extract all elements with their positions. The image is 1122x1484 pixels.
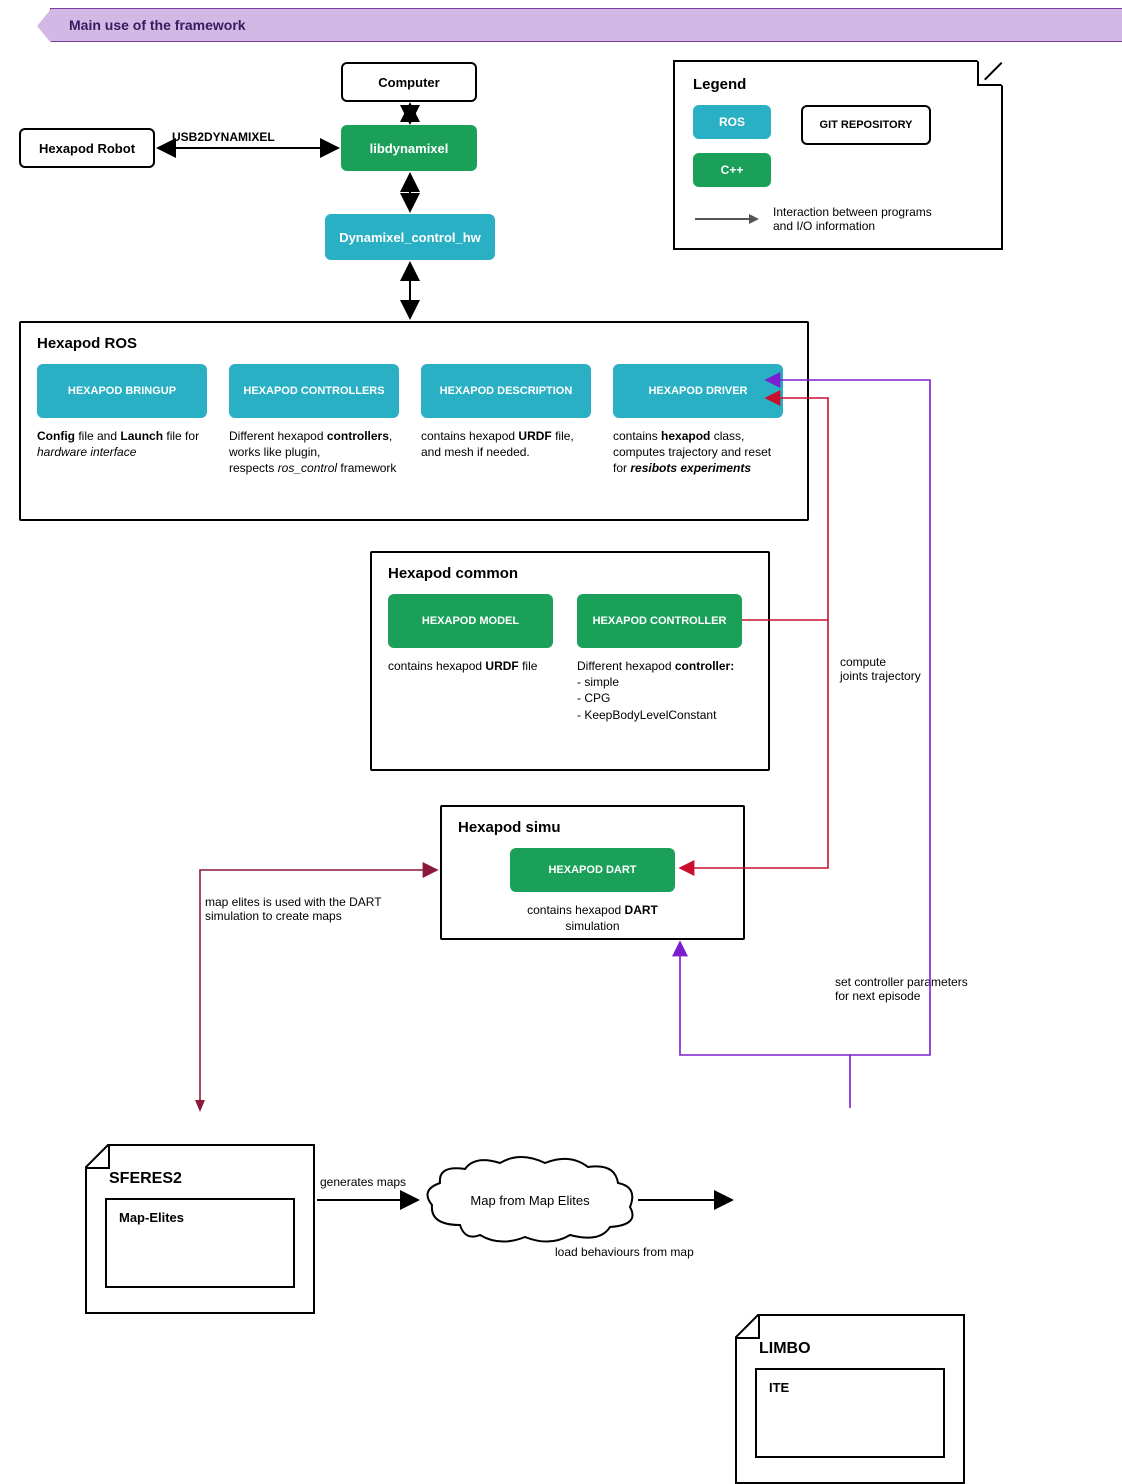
- container-hexapod-simu: Hexapod simu HEXAPOD DART contains hexap…: [440, 805, 745, 940]
- common-controller: HEXAPOD CONTROLLER Different hexapod con…: [577, 594, 742, 723]
- ros-item-driver: HEXAPOD DRIVER contains hexapod class, c…: [613, 364, 783, 477]
- hexapod-robot-label: Hexapod Robot: [39, 141, 135, 156]
- node-dynamixel-control-hw: Dynamixel_control_hw: [325, 214, 495, 260]
- dyn-control-hw-label: Dynamixel_control_hw: [339, 230, 481, 245]
- libdynamixel-label: libdynamixel: [370, 141, 449, 156]
- legend-container: Legend ROS C++ GIT REPOSITORY Interactio…: [673, 60, 1003, 250]
- limbo-title: LIMBO: [759, 1340, 945, 1358]
- legend-cpp: C++: [693, 153, 771, 187]
- repo-sferes2: SFERES2 Map-Elites: [85, 1144, 315, 1314]
- legend-title: Legend: [693, 76, 983, 93]
- label-map-elites-dart: map elites is used with the DART simulat…: [205, 895, 405, 923]
- container-hexapod-ros: Hexapod ROS HEXAPOD BRINGUP Config file …: [19, 321, 809, 521]
- cloud-text: Map from Map Elites: [420, 1193, 640, 1208]
- banner-main-use: Main use of the framework: [50, 8, 1122, 42]
- ros-item-controllers: HEXAPOD CONTROLLERS Different hexapod co…: [229, 364, 399, 477]
- hexapod-ros-title: Hexapod ROS: [37, 335, 791, 352]
- legend-arrow-icon: [693, 211, 763, 227]
- sferes-inner: Map-Elites: [105, 1198, 295, 1288]
- hexapod-common-title: Hexapod common: [388, 565, 752, 582]
- label-compute-joints: computejoints trajectory: [840, 655, 960, 683]
- sferes-title: SFERES2: [109, 1170, 295, 1188]
- label-load-behaviours: load behaviours from map: [555, 1245, 694, 1259]
- banner-text: Main use of the framework: [69, 17, 246, 33]
- label-set-controller: set controller parametersfor next episod…: [835, 975, 1005, 1003]
- simu-dart: HEXAPOD DART contains hexapod DART simul…: [510, 848, 675, 934]
- ros-item-description: HEXAPOD DESCRIPTION contains hexapod URD…: [421, 364, 591, 477]
- ros-item-bringup: HEXAPOD BRINGUP Config file and Launch f…: [37, 364, 207, 477]
- limbo-inner: ITE: [755, 1368, 945, 1458]
- repo-limbo: LIMBO ITE: [735, 1314, 965, 1484]
- label-usb2dynamixel: USB2DYNAMIXEL: [172, 130, 275, 144]
- cloud-map: Map from Map Elites: [420, 1155, 640, 1245]
- node-hexapod-robot: Hexapod Robot: [19, 128, 155, 168]
- common-model: HEXAPOD MODEL contains hexapod URDF file: [388, 594, 553, 723]
- container-hexapod-common: Hexapod common HEXAPOD MODEL contains he…: [370, 551, 770, 771]
- node-libdynamixel: libdynamixel: [341, 125, 477, 171]
- computer-label: Computer: [378, 75, 439, 90]
- node-computer: Computer: [341, 62, 477, 102]
- label-generates-maps: generates maps: [320, 1175, 406, 1189]
- legend-ros: ROS: [693, 105, 771, 139]
- legend-git: GIT REPOSITORY: [801, 105, 931, 145]
- hexapod-simu-title: Hexapod simu: [458, 819, 727, 836]
- legend-interaction-text: Interaction between programs and I/O inf…: [773, 205, 953, 233]
